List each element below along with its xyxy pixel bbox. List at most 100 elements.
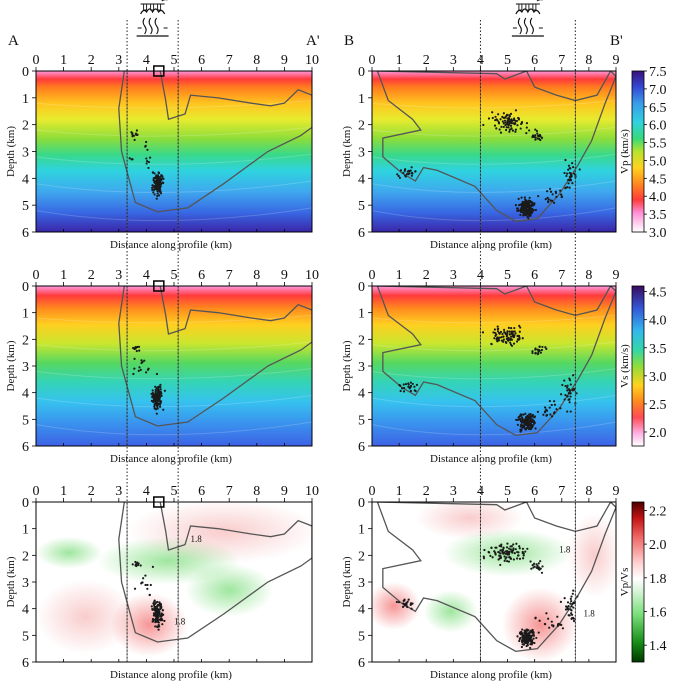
hypocenter xyxy=(509,556,512,559)
hypocenter xyxy=(518,415,521,418)
hypocenter xyxy=(150,605,153,608)
y-tick-label: 3 xyxy=(358,360,365,375)
colorbar-tick-label: 1.4 xyxy=(649,639,667,654)
colorbar-tick-label: 4.0 xyxy=(649,190,667,205)
hypocenter xyxy=(501,120,504,123)
station-marker xyxy=(153,496,165,508)
hypocenter xyxy=(571,162,574,165)
hypocenter xyxy=(137,345,141,348)
hypocenter xyxy=(535,636,538,640)
hypocenter xyxy=(411,382,414,386)
hypocenter xyxy=(409,381,412,384)
velocity-contour xyxy=(372,341,616,352)
x-tick-label: 1 xyxy=(60,53,67,68)
hypocenter xyxy=(398,384,401,387)
hypocenter xyxy=(567,168,570,171)
hypocenter xyxy=(153,608,156,611)
hypocenter xyxy=(517,334,521,338)
hypocenter xyxy=(564,608,568,611)
hypocenter xyxy=(519,213,522,217)
contour-label: 1.8 xyxy=(559,545,571,555)
y-tick-label: 3 xyxy=(358,146,365,161)
hypocenter xyxy=(560,393,563,396)
hypocenter xyxy=(539,138,542,142)
hypocenter xyxy=(509,343,513,346)
hypocenter xyxy=(533,565,536,568)
hypocenter xyxy=(521,640,524,643)
hypocenter xyxy=(156,194,159,198)
hypocenter xyxy=(156,182,159,185)
ratio-anomaly xyxy=(372,582,421,630)
hypocenter xyxy=(499,556,503,559)
hypocenter xyxy=(157,623,160,627)
hypocenter xyxy=(528,631,531,635)
hypocenter xyxy=(572,374,575,377)
x-tick-label: 5 xyxy=(171,268,178,283)
hypocenter xyxy=(407,172,410,176)
hypocenter xyxy=(519,326,522,329)
hypocenter xyxy=(402,171,405,174)
hypocenter xyxy=(400,387,404,390)
y-tick-label: 0 xyxy=(22,496,29,511)
hypocenter xyxy=(154,610,157,613)
y-tick-label: 4 xyxy=(22,172,29,187)
hypocenter xyxy=(569,410,572,413)
x-tick-label: 7 xyxy=(226,53,233,68)
y-axis-label: Depth (km) xyxy=(5,340,17,391)
hypocenter xyxy=(543,411,547,414)
velocity-contour xyxy=(36,341,312,352)
hypocenter xyxy=(563,597,566,600)
hypocenter xyxy=(158,607,162,611)
hypocenter xyxy=(152,612,156,615)
velocity-contour xyxy=(372,126,616,137)
colorbar-Vp: 7.5 7.0 6.5 6.0 5.5 5.0 4.5 4.0 3.5 3.0 Vp (km/s) xyxy=(619,65,667,241)
hypocenter xyxy=(408,387,411,390)
hypocenter xyxy=(508,333,511,336)
velocity-contour xyxy=(36,126,312,137)
hypocenter xyxy=(509,120,513,123)
hypocenter xyxy=(512,558,515,561)
y-tick-label: 0 xyxy=(358,280,365,295)
velocity-contour xyxy=(372,153,616,165)
hypocenter xyxy=(403,169,406,172)
hypocenter xyxy=(567,604,570,608)
y-tick-label: 1 xyxy=(358,307,365,322)
x-tick-label: 0 xyxy=(33,268,40,283)
hypocenter xyxy=(566,395,569,398)
hypocenter xyxy=(152,618,155,621)
ratio-anomaly xyxy=(423,590,478,633)
hypocenter xyxy=(569,395,572,398)
hypocenter xyxy=(526,644,529,647)
hypocenter xyxy=(560,193,563,196)
velocity-contour xyxy=(372,394,616,408)
hypocenter xyxy=(566,386,569,389)
hypocenter xyxy=(402,390,406,393)
hypocenter xyxy=(507,126,510,129)
x-tick-label: 6 xyxy=(531,53,538,68)
hypocenter xyxy=(128,157,131,160)
hypocenter xyxy=(495,338,498,341)
hypocenter xyxy=(493,337,496,340)
y-tick-label: 3 xyxy=(22,576,29,591)
hypocenter xyxy=(578,168,581,171)
hypocenter xyxy=(568,379,572,382)
hypocenter xyxy=(153,604,156,607)
hypocenter xyxy=(148,593,151,597)
x-tick-label: 0 xyxy=(369,268,376,283)
hypocenter xyxy=(159,192,163,195)
resolution-outline xyxy=(118,286,312,427)
hypocenter xyxy=(569,597,572,600)
resolution-outline xyxy=(376,71,616,222)
hypocenter xyxy=(526,201,529,204)
hypocenter xyxy=(497,558,500,561)
hypocenter xyxy=(528,416,531,419)
hypocenter xyxy=(561,627,565,630)
hypocenter xyxy=(152,178,155,182)
hypocenter xyxy=(530,643,533,646)
hypocenter xyxy=(525,132,528,135)
hypocenter xyxy=(531,351,534,355)
hypocenter xyxy=(155,412,158,415)
hypocenter xyxy=(509,112,513,115)
hypocenter xyxy=(548,399,551,403)
hypocenter xyxy=(139,368,142,371)
